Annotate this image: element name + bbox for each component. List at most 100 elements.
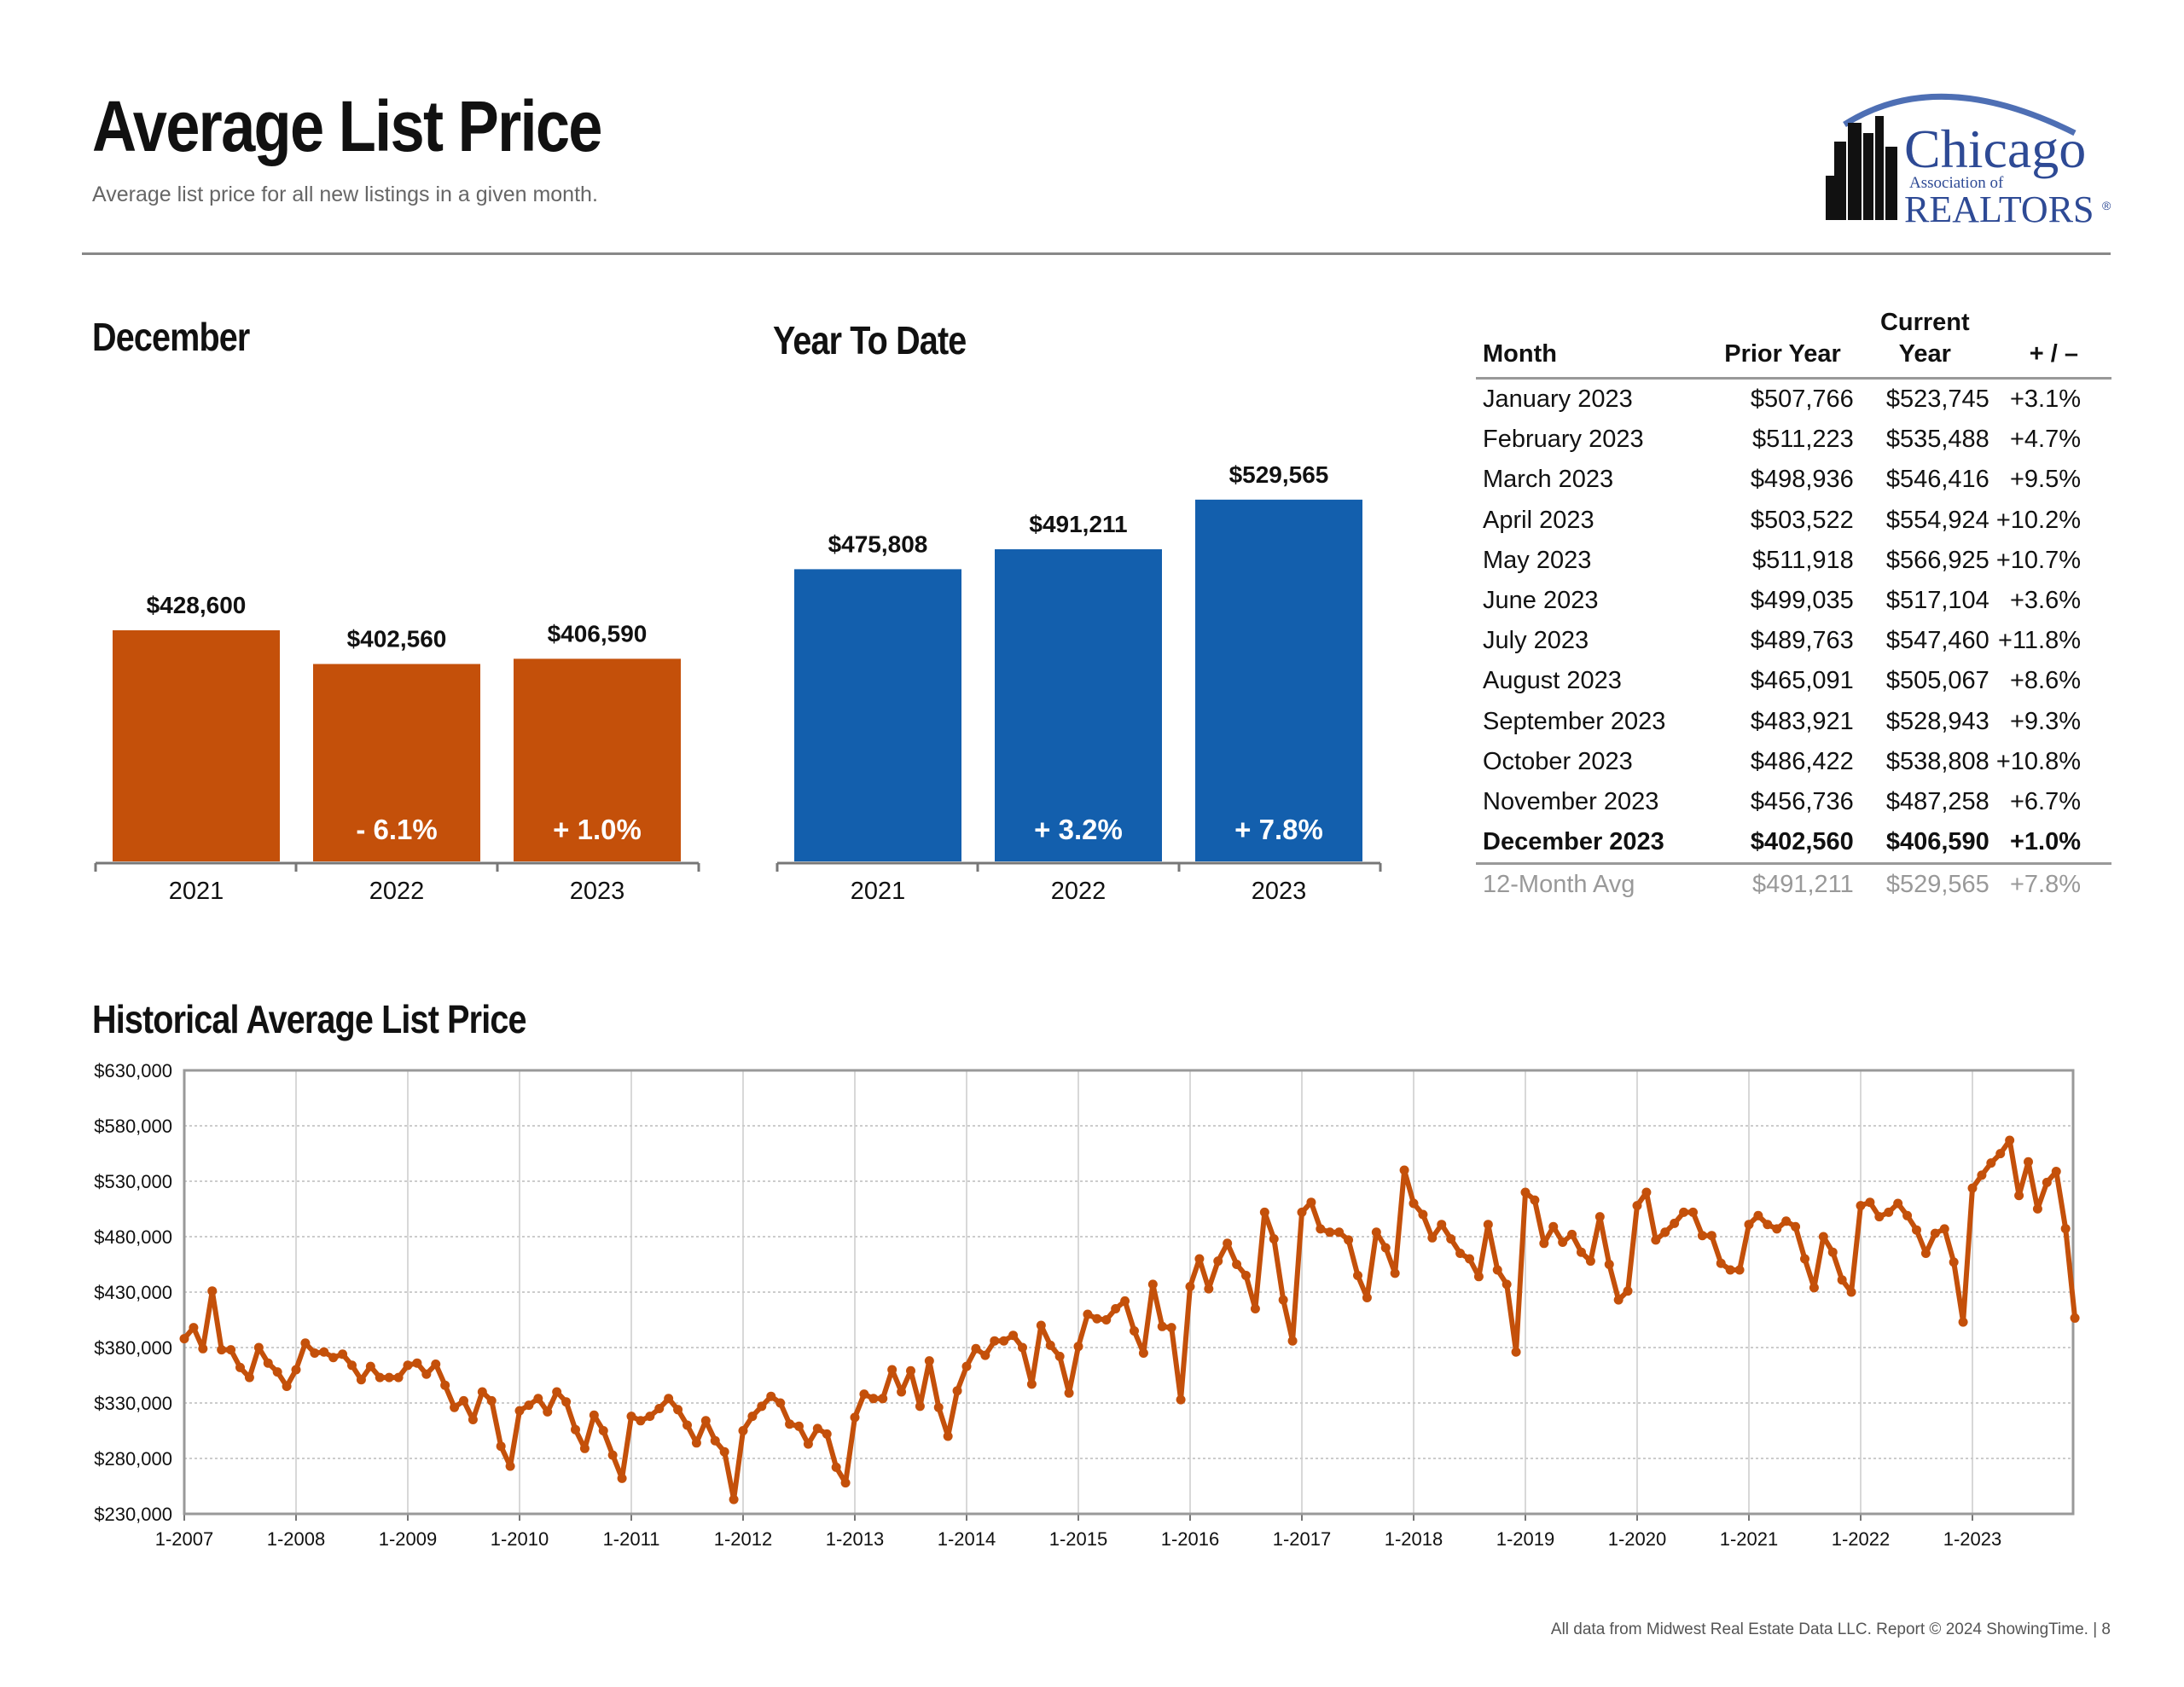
series-point [1800, 1254, 1809, 1264]
x-tick-label: 1-2007 [155, 1528, 214, 1550]
logo-line3: REALTORS [1904, 188, 2094, 230]
series-point [738, 1426, 748, 1435]
cell-change: +9.5% [2009, 466, 2081, 494]
cell-prior-year: $486,422 [1750, 747, 1854, 775]
series-point [1008, 1330, 1019, 1341]
series-point [1977, 1170, 1987, 1180]
series-point [393, 1372, 404, 1383]
y-tick-label: $430,000 [94, 1282, 172, 1303]
cell-current-year: $554,924 [1885, 506, 1989, 534]
cell-current-year: $523,745 [1885, 386, 1989, 414]
cell-current-year: $547,460 [1885, 627, 1989, 655]
series-point [1362, 1293, 1372, 1302]
series-point [897, 1387, 907, 1397]
series-point [1213, 1256, 1223, 1267]
series-point [1241, 1271, 1251, 1280]
bar-change-label: + 1.0% [553, 814, 642, 845]
cell-month: December 2023 [1483, 828, 1664, 856]
series-point [729, 1494, 739, 1504]
series-point [1511, 1347, 1521, 1357]
cell-prior-year: $499,035 [1750, 587, 1854, 615]
series-point [1194, 1254, 1205, 1264]
series-point [217, 1345, 227, 1355]
cell-month: May 2023 [1483, 546, 1592, 574]
bar-category-label: 2023 [570, 878, 625, 905]
series-point [291, 1365, 301, 1375]
bar-change-label: + 3.2% [1034, 814, 1123, 845]
series-point [1147, 1279, 1158, 1290]
x-tick-label: 1-2016 [1161, 1528, 1220, 1550]
series-point [673, 1405, 683, 1415]
bar-value-label: $529,565 [1229, 461, 1329, 488]
series-point [2032, 1203, 2042, 1214]
series-point [1613, 1295, 1623, 1305]
cell-month: August 2023 [1483, 667, 1622, 695]
series-point [2024, 1157, 2033, 1167]
series-point [1734, 1265, 1745, 1275]
series-point [2070, 1313, 2080, 1323]
series-point [1064, 1388, 1074, 1398]
series-point [1539, 1238, 1549, 1249]
page-title: Average List Price [92, 86, 602, 166]
series-point [1585, 1256, 1595, 1267]
series-point [617, 1473, 627, 1483]
cell-current-year: $538,808 [1885, 747, 1989, 775]
table-avg-row: 12-Month Avg $491,211 $529,565 +7.8% [1476, 863, 2111, 906]
series-point [1399, 1165, 1409, 1175]
bar [794, 569, 961, 861]
series-point [1791, 1221, 1801, 1232]
series-point [347, 1360, 357, 1371]
series-point [1651, 1235, 1661, 1245]
series-point [785, 1419, 795, 1429]
cell-prior-year: $491,211 [1751, 871, 1854, 899]
cell-prior-year: $511,918 [1751, 546, 1854, 574]
series-point [664, 1394, 674, 1404]
series-point [645, 1412, 655, 1422]
bar-change-label: - 6.1% [356, 814, 437, 845]
series-point [812, 1423, 822, 1434]
x-tick-label: 1-2019 [1496, 1528, 1555, 1550]
series-point [1176, 1394, 1186, 1405]
cell-month: March 2023 [1483, 466, 1614, 494]
x-tick-label: 1-2008 [267, 1528, 326, 1550]
logo-arc [1843, 93, 2077, 136]
series-point [226, 1345, 236, 1355]
series-point [421, 1369, 432, 1379]
series-point [533, 1394, 543, 1404]
series-point [524, 1400, 534, 1411]
logo-line2: Association of [1909, 174, 2004, 192]
series-point [1716, 1258, 1726, 1268]
series-point [1157, 1321, 1167, 1331]
series-point [1884, 1207, 1894, 1217]
cell-current-year: $546,416 [1885, 466, 1989, 494]
cell-change: +1.0% [2009, 828, 2081, 856]
series-point [179, 1334, 189, 1344]
series-point [459, 1395, 468, 1406]
series-point [1809, 1283, 1819, 1293]
cell-month: September 2023 [1483, 707, 1666, 735]
series-point [775, 1398, 786, 1408]
x-tick-label: 1-2009 [379, 1528, 438, 1550]
series-point [626, 1412, 636, 1422]
series-point [980, 1350, 990, 1360]
series-point [822, 1429, 832, 1439]
y-tick-label: $530,000 [94, 1171, 172, 1192]
bar [113, 630, 280, 861]
series-point [803, 1439, 813, 1449]
table-row: December 2023 $402,560 $406,590 +1.0% [1476, 822, 2111, 864]
series-point [691, 1438, 701, 1448]
series-point [1920, 1249, 1931, 1258]
series-point [1455, 1249, 1466, 1258]
series-point [915, 1401, 925, 1412]
header-current-year: Current Year [1879, 309, 1970, 368]
x-tick-label: 1-2018 [1385, 1528, 1443, 1550]
series-point [1353, 1271, 1362, 1280]
bar [313, 664, 480, 861]
series-point [2060, 1224, 2071, 1234]
series-point [450, 1402, 460, 1412]
series-point [272, 1367, 282, 1377]
series-point [906, 1365, 915, 1376]
cell-month: November 2023 [1483, 787, 1659, 815]
series-point [356, 1375, 366, 1385]
series-point [300, 1338, 311, 1348]
